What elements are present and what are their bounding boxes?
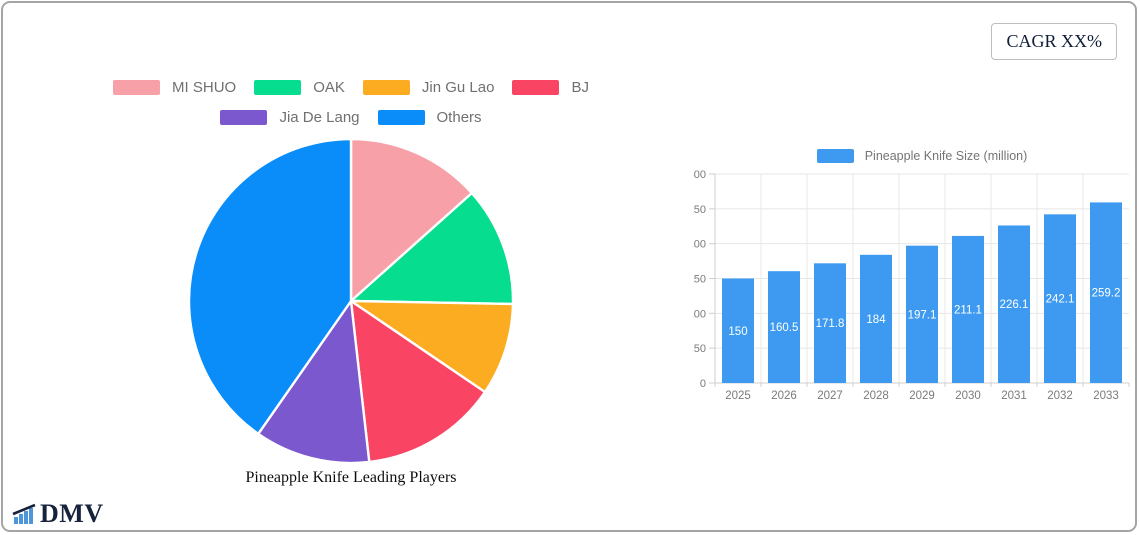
legend-label: MI SHUO	[172, 79, 237, 96]
pie-slice-others[interactable]	[187, 137, 353, 436]
bar-chart: 0 50 100 150 200 250 300 150 2025 160.5 2026 171.8 2…	[693, 169, 1130, 402]
pie-slice-bj[interactable]	[349, 299, 487, 464]
x-axis-label-2032: 2032	[1047, 390, 1073, 402]
x-axis-label-2028: 2028	[863, 390, 889, 402]
y-tick-label: 250	[693, 204, 706, 216]
bar-2032[interactable]	[1044, 214, 1076, 383]
y-tick-label: 200	[693, 239, 706, 251]
bar-chart-logo-icon	[12, 503, 36, 524]
bar-2033[interactable]	[1090, 202, 1122, 383]
pie-legend-row: Jia De Lang Others	[220, 109, 482, 126]
bar-value-label: 226.1	[1000, 299, 1029, 311]
dmv-logo-text: DMV	[40, 499, 104, 528]
x-axis-label-2033: 2033	[1093, 390, 1119, 402]
y-tick-label: 100	[693, 308, 706, 320]
bar-legend-label: Pineapple Knife Size (million)	[864, 149, 1028, 163]
legend-label: Jin Gu Lao	[421, 79, 495, 96]
pie-legend-item-jia-de-lang[interactable]: Jia De Lang	[220, 109, 360, 126]
bar-value-label: 211.1	[954, 304, 982, 316]
cagr-badge[interactable]: CAGR XX%	[991, 23, 1117, 60]
y-tick-label: 50	[694, 343, 706, 355]
pie-slice-mi-shuo[interactable]	[349, 137, 474, 303]
x-axis-label-2025: 2025	[725, 390, 751, 402]
bar-2029[interactable]	[906, 245, 938, 383]
legend-swatch	[512, 80, 560, 95]
bar-value-label: 160.5	[770, 322, 799, 334]
bar-value-label: 259.2	[1092, 288, 1121, 300]
bar-2025[interactable]	[722, 278, 754, 384]
x-axis-label-2027: 2027	[817, 390, 843, 402]
legend-swatch	[816, 149, 854, 163]
bar-value-label: 150	[728, 326, 747, 338]
bar-2030[interactable]	[952, 235, 984, 383]
legend-swatch	[113, 80, 161, 95]
bar-chart-legend: Pineapple Knife Size (million)	[715, 149, 1129, 163]
y-tick-label: 300	[693, 169, 706, 181]
legend-swatch	[254, 80, 302, 95]
bar-value-label: 197.1	[908, 309, 937, 321]
pie-slice-jia-de-lang[interactable]	[257, 299, 371, 465]
y-tick-label: 0	[700, 378, 706, 390]
bar-value-label: 242.1	[1046, 294, 1075, 306]
legend-label: Others	[436, 109, 482, 126]
pie-legend-item-mi-shuo[interactable]: MI SHUO	[113, 79, 236, 96]
pie-legend-item-jin-gu-lao[interactable]: Jin Gu Lao	[362, 79, 495, 96]
pie-chart-title: Pineapple Knife Leading Players	[245, 469, 457, 486]
pie-legend-row: MI SHUO OAK Jin Gu Lao BJ	[113, 79, 589, 96]
bar-2028[interactable]	[860, 254, 892, 383]
dmv-logo: DMV	[11, 501, 104, 527]
pie-slice-oak[interactable]	[349, 191, 515, 306]
legend-label: Jia De Lang	[279, 109, 360, 126]
bar-2027[interactable]	[814, 263, 846, 383]
legend-swatch	[377, 110, 425, 125]
pie-legend-item-oak[interactable]: OAK	[254, 79, 345, 96]
bar-legend-item[interactable]: Pineapple Knife Size (million)	[816, 149, 1028, 163]
legend-swatch	[362, 80, 410, 95]
bar-value-label: 171.8	[816, 318, 845, 330]
x-axis-label-2030: 2030	[955, 390, 981, 402]
pie-legend-item-bj[interactable]: BJ	[512, 79, 589, 96]
pie-legend-item-others[interactable]: Others	[377, 109, 482, 126]
bar-2031[interactable]	[998, 225, 1030, 383]
pie-legend: MI SHUO OAK Jin Gu Lao BJ Jia De Lang Others	[3, 79, 699, 126]
x-axis-label-2031: 2031	[1001, 390, 1027, 402]
pie-slice-jin-gu-lao[interactable]	[349, 299, 515, 394]
legend-label: OAK	[313, 79, 345, 96]
x-axis-label-2029: 2029	[909, 390, 935, 402]
y-tick-label: 150	[693, 274, 706, 286]
x-axis-label-2026: 2026	[771, 390, 797, 402]
bar-value-label: 184	[866, 314, 886, 326]
legend-label: BJ	[571, 79, 589, 96]
bar-2026[interactable]	[768, 271, 800, 383]
pie-chart	[187, 137, 515, 465]
legend-swatch	[220, 110, 268, 125]
